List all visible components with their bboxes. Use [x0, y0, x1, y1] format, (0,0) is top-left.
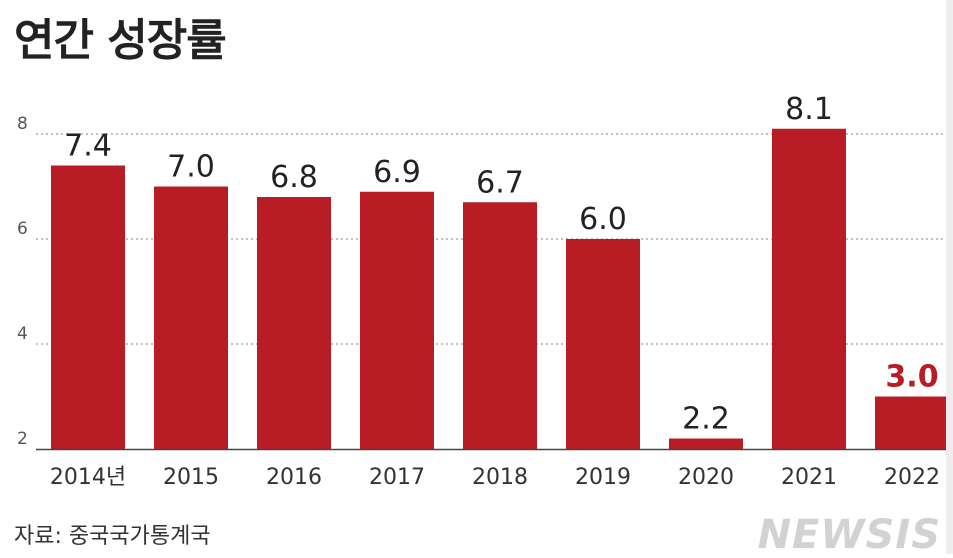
x-tick-label: 2020: [678, 465, 734, 490]
x-tick-label: 2021: [781, 465, 837, 490]
y-tick-label: 8: [17, 114, 28, 134]
data-label: 2.2: [682, 402, 730, 437]
y-tick-label: 6: [17, 219, 28, 239]
bar: [669, 438, 743, 449]
bar: [772, 128, 846, 449]
x-tick-label: 2019: [575, 465, 631, 490]
bar: [875, 396, 946, 449]
y-tick-label: 4: [17, 324, 28, 344]
bar: [360, 191, 434, 449]
data-label: 6.0: [579, 202, 627, 237]
bar: [566, 239, 640, 449]
data-label: 8.1: [785, 92, 833, 127]
source-note: 자료: 중국국가통계국: [14, 524, 211, 549]
y-tick-label: 2: [17, 429, 28, 449]
data-label: 7.4: [64, 129, 112, 164]
data-label: 7.0: [167, 150, 215, 185]
x-tick-label: 2015: [163, 465, 219, 490]
x-tick-label: 2014년: [50, 465, 126, 490]
data-label: 6.8: [270, 160, 318, 195]
bar: [257, 197, 331, 449]
x-tick-label: 2018: [472, 465, 528, 490]
data-label: 6.9: [373, 155, 421, 190]
bar: [463, 202, 537, 449]
newsis-watermark: NEWSIS: [757, 512, 941, 558]
data-label: 6.7: [476, 165, 524, 200]
chart-title: 연간 성장률: [14, 15, 227, 66]
data-label: 3.0: [885, 360, 938, 395]
bar: [154, 186, 228, 449]
right-edge-strip: [946, 0, 953, 554]
x-tick-label: 2022: [884, 465, 940, 490]
x-tick-label: 2017: [369, 465, 425, 490]
x-tick-label: 2016: [266, 465, 322, 490]
bar: [51, 165, 125, 449]
bar-chart: 2 4 6 8 7.4 2014년 7.0 2015 6.8 2016 6.9 2017 6.7 2018…: [17, 92, 946, 490]
